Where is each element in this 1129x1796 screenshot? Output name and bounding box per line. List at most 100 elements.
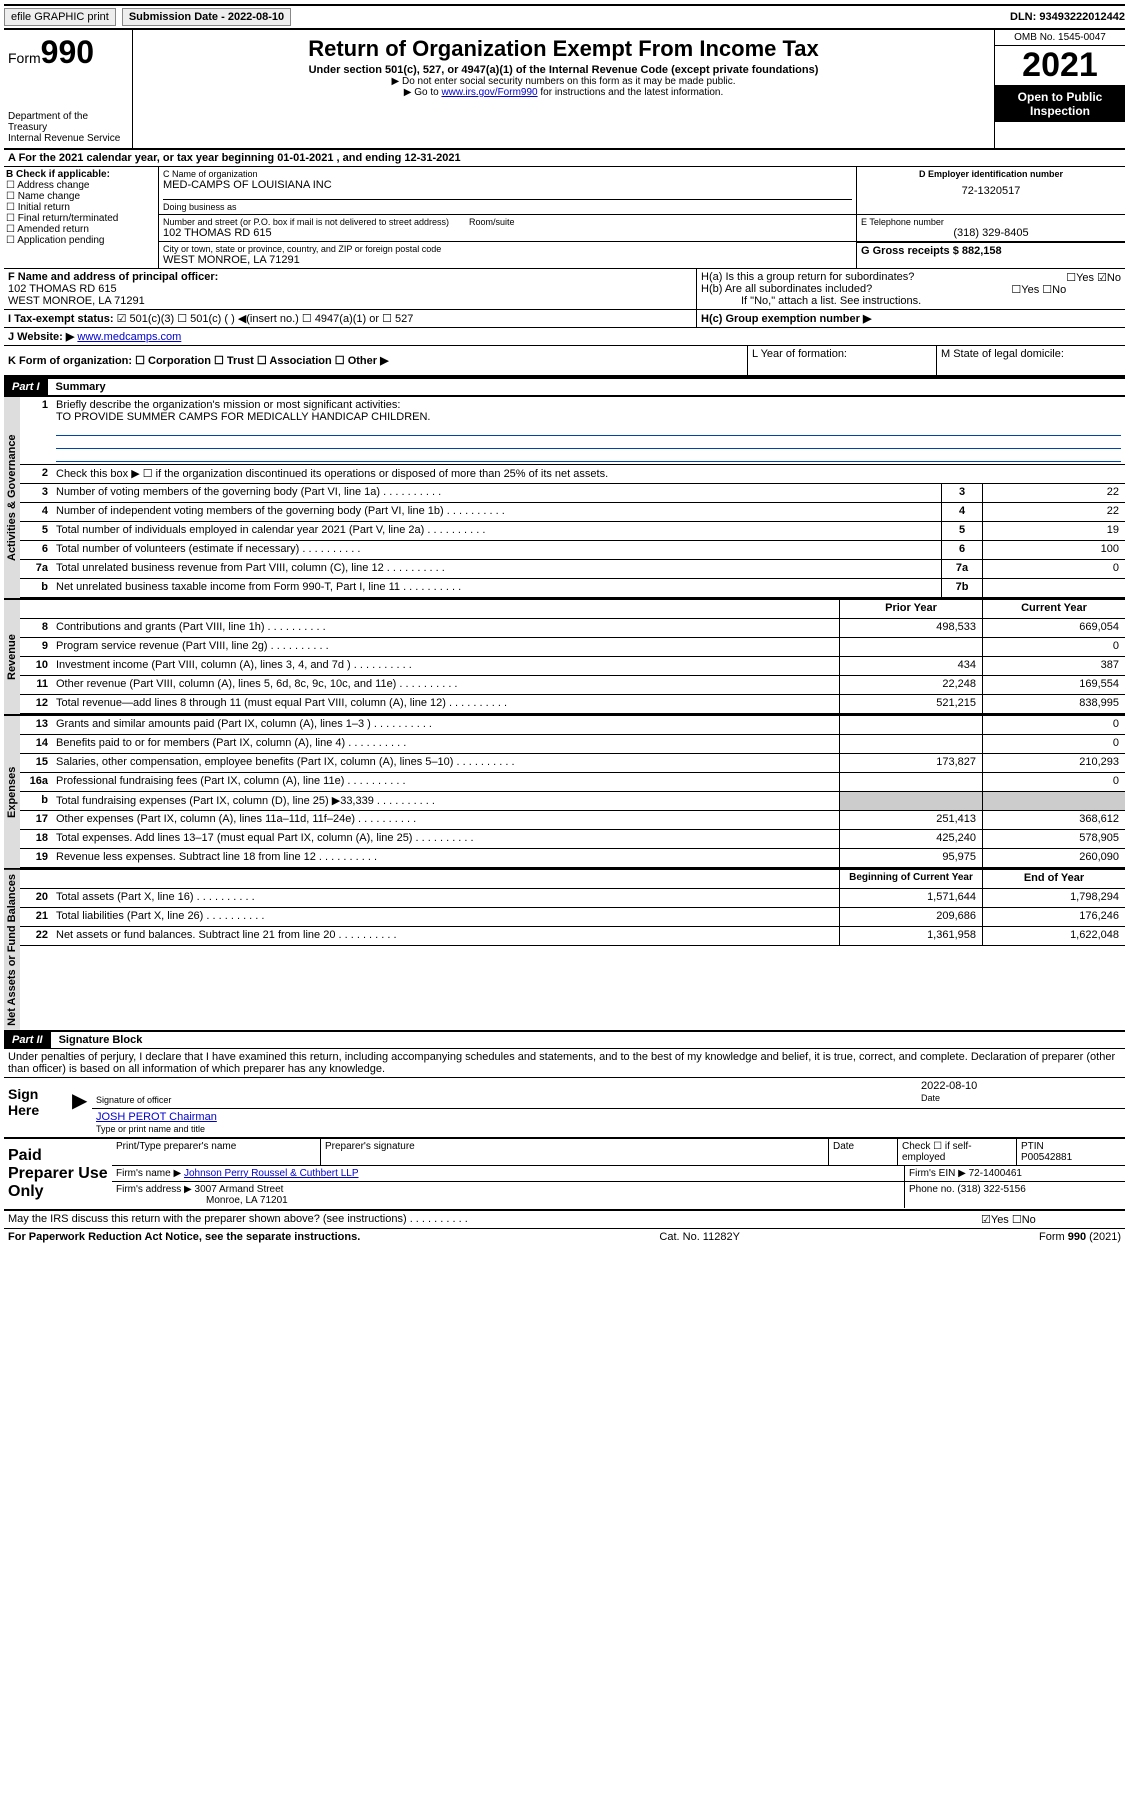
efile-print-button[interactable]: efile GRAPHIC print [4,8,116,26]
vbar-net: Net Assets or Fund Balances [4,870,20,1030]
dba-label: Doing business as [163,199,852,212]
officer-sub: Type or print name and title [96,1124,205,1134]
b-label: B Check if applicable: [6,169,156,180]
sig-date: 2022-08-10 [921,1080,1121,1092]
row-ih: I Tax-exempt status: ☑ 501(c)(3) ☐ 501(c… [4,310,1125,328]
officer-name[interactable]: JOSH PEROT Chairman [96,1111,217,1123]
p-sig-label: Preparer's signature [321,1139,829,1165]
part1-gov: Activities & Governance 1Briefly describ… [4,396,1125,598]
vbar-rev: Revenue [4,600,20,714]
firm-name-label: Firm's name ▶ [116,1168,181,1179]
block-bcdefg: B Check if applicable: ☐ Address change … [4,167,1125,269]
q2: Check this box ▶ ☐ if the organization d… [52,465,1125,483]
vbar-exp: Expenses [4,716,20,868]
b-opt: ☐ Application pending [6,235,156,246]
footer-right: Form 990 (2021) [1039,1231,1121,1243]
boy-hdr: Beginning of Current Year [839,870,982,888]
firm-addr2: Monroe, LA 71201 [116,1195,288,1206]
part1-net: Net Assets or Fund Balances Beginning of… [4,868,1125,1030]
firm-addr1: 3007 Armand Street [195,1184,284,1195]
g-label: G Gross receipts $ 882,158 [861,245,1121,257]
form-note1: ▶ Do not enter social security numbers o… [137,76,990,87]
p-check: Check ☐ if self-employed [898,1139,1017,1165]
footer: For Paperwork Reduction Act Notice, see … [4,1229,1125,1245]
firm-ein: 72-1400461 [969,1168,1022,1179]
b-opt: ☐ Address change [6,180,156,191]
prior-year-hdr: Prior Year [839,600,982,618]
k-label: K Form of organization: ☐ Corporation ☐ … [4,346,747,375]
b-opt: ☐ Amended return [6,224,156,235]
form-number: 990 [41,34,94,70]
instructions-link[interactable]: www.irs.gov/Form990 [441,87,537,98]
c-name-label: C Name of organization [163,169,852,179]
f-line1: 102 THOMAS RD 615 [8,283,692,295]
f-line2: WEST MONROE, LA 71291 [8,295,692,307]
submission-date: Submission Date - 2022-08-10 [122,8,291,26]
vbar-gov: Activities & Governance [4,397,20,598]
room-label: Room/suite [469,217,515,227]
b-opt: ☐ Initial return [6,202,156,213]
part1-rev: Revenue Prior YearCurrent Year 8Contribu… [4,598,1125,714]
declaration: Under penalties of perjury, I declare th… [4,1049,1125,1078]
ein: 72-1320517 [861,179,1121,203]
firm-phone: (318) 322-5156 [957,1184,1025,1195]
inspection-label: Open to Public Inspection [995,86,1125,122]
p-date-label: Date [829,1139,898,1165]
form-title: Return of Organization Exempt From Incom… [137,36,990,62]
firm-ein-label: Firm's EIN ▶ [909,1168,966,1179]
footer-mid: Cat. No. 11282Y [659,1231,740,1243]
firm-addr-label: Firm's address ▶ [116,1184,192,1195]
city: WEST MONROE, LA 71291 [163,254,852,266]
ha-ans: ☐Yes ☑No [1066,271,1121,284]
hb-note: If "No," attach a list. See instructions… [701,295,1121,307]
m-label: M State of legal domicile: [936,346,1125,375]
l-label: L Year of formation: [747,346,936,375]
f-label: F Name and address of principal officer: [8,271,692,283]
hb-label: H(b) Are all subordinates included? [701,283,872,295]
hb-ans: ☐Yes ☐No [1011,283,1066,296]
form-subtitle: Under section 501(c), 527, or 4947(a)(1)… [137,64,990,76]
street-label: Number and street (or P.O. box if mail i… [163,217,449,227]
ptin: P00542881 [1021,1152,1072,1163]
dln: DLN: 93493222012442 [1010,11,1125,23]
p-name-label: Print/Type preparer's name [112,1139,321,1165]
phone: (318) 329-8405 [861,227,1121,239]
b-opt: ☐ Final return/terminated [6,213,156,224]
i-label: I Tax-exempt status: [8,313,114,325]
sig-date-label: Date [921,1093,940,1103]
discuss-label: May the IRS discuss this return with the… [8,1213,468,1225]
discuss-row: May the IRS discuss this return with the… [4,1211,1125,1229]
part1-header: Part I Summary [4,377,1125,396]
sign-here-block: Sign Here ▶ Signature of officer 2022-08… [4,1078,1125,1138]
ptin-label: PTIN [1021,1141,1044,1152]
row-j: J Website: ▶ www.medcamps.com [4,328,1125,346]
part1-exp: Expenses 13Grants and similar amounts pa… [4,714,1125,868]
omb-number: OMB No. 1545-0047 [995,30,1125,46]
q1: Briefly describe the organization's miss… [56,399,400,411]
footer-left: For Paperwork Reduction Act Notice, see … [8,1231,360,1243]
ha-label: H(a) Is this a group return for subordin… [701,271,914,283]
d-label: D Employer identification number [861,169,1121,179]
hc-label: H(c) Group exemption number ▶ [701,313,871,325]
tax-year: 2021 [995,46,1125,86]
row-klm: K Form of organization: ☐ Corporation ☐ … [4,346,1125,377]
sig-officer-label: Signature of officer [96,1095,171,1105]
website-link[interactable]: www.medcamps.com [77,331,181,343]
firm-name[interactable]: Johnson Perry Roussel & Cuthbert LLP [184,1168,359,1179]
b-opt: ☐ Name change [6,191,156,202]
discuss-ans: ☑Yes ☐No [977,1211,1125,1228]
phone-label: Phone no. [909,1184,955,1195]
q1a: TO PROVIDE SUMMER CAMPS FOR MEDICALLY HA… [56,411,430,423]
top-bar: efile GRAPHIC print Submission Date - 20… [4,4,1125,30]
e-label: E Telephone number [861,217,1121,227]
eoy-hdr: End of Year [982,870,1125,888]
j-label: J Website: ▶ [8,331,74,343]
street: 102 THOMAS RD 615 [163,227,852,239]
org-name: MED-CAMPS OF LOUISIANA INC [163,179,852,191]
city-label: City or town, state or province, country… [163,244,852,254]
row-a: A For the 2021 calendar year, or tax yea… [4,150,1125,167]
curr-year-hdr: Current Year [982,600,1125,618]
i-opts: ☑ 501(c)(3) ☐ 501(c) ( ) ◀(insert no.) ☐… [117,313,414,325]
form-label: Form [8,50,41,66]
paid-preparer-block: Paid Preparer Use Only Print/Type prepar… [4,1138,1125,1211]
